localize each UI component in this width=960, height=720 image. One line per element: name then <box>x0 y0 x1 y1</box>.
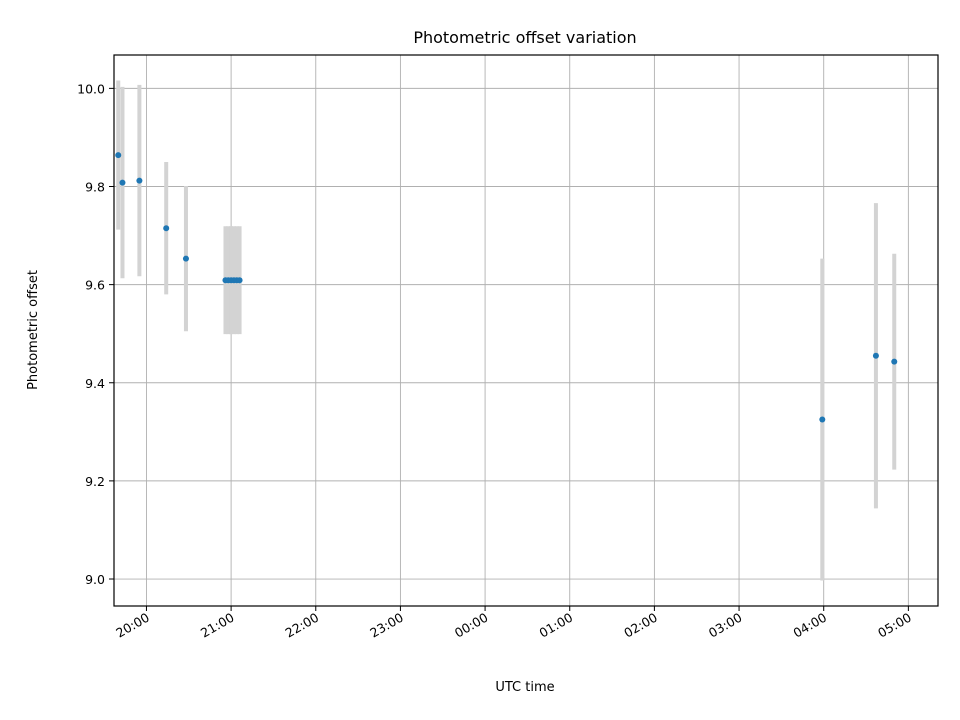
x-tick-label: 20:00 <box>113 610 152 641</box>
data-point <box>891 358 898 365</box>
x-tick-label: 21:00 <box>198 610 237 641</box>
data-point <box>119 179 126 186</box>
data-point <box>872 352 879 359</box>
y-tick-label: 9.8 <box>85 179 105 194</box>
plot-frame <box>113 54 939 607</box>
data-point <box>182 255 189 262</box>
y-axis: 9.0 9.2 9.4 9.6 9.8 10.0 <box>77 81 114 587</box>
x-tick-label: 22:00 <box>283 610 322 641</box>
data-point <box>236 277 243 284</box>
x-tick-label: 03:00 <box>706 610 745 641</box>
errorbars <box>116 80 897 581</box>
x-axis: 20:00 21:00 22:00 23:00 00:00 01:00 02:00 03:00… <box>113 606 914 641</box>
data-points <box>115 152 898 423</box>
y-tick-label: 9.4 <box>85 376 105 391</box>
chart-title: Photometric offset variation <box>413 28 636 47</box>
data-point <box>136 177 143 184</box>
data-point <box>115 152 122 159</box>
data-point <box>819 416 826 423</box>
y-tick-label: 9.6 <box>85 278 105 293</box>
y-tick-label: 10.0 <box>77 81 105 96</box>
data-point <box>163 225 170 232</box>
x-tick-label: 23:00 <box>367 610 406 641</box>
x-tick-label: 01:00 <box>537 610 576 641</box>
y-tick-label: 9.0 <box>85 572 105 587</box>
x-tick-label: 04:00 <box>791 610 830 641</box>
x-tick-label: 05:00 <box>875 610 914 641</box>
x-axis-label: UTC time <box>495 680 554 695</box>
x-tick-label: 02:00 <box>621 610 660 641</box>
y-tick-label: 9.2 <box>85 474 105 489</box>
y-axis-label: Photometric offset <box>26 270 41 390</box>
x-tick-label: 00:00 <box>452 610 491 641</box>
grid <box>114 55 938 606</box>
